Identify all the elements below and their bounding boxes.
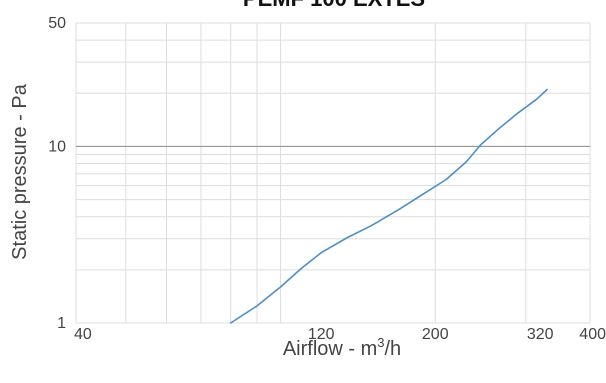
x-axis-label: Airflow - m3/h [283,335,401,360]
x-tick-labels: 40 120 200 320 400 [74,326,606,343]
x-tick-label: 40 [74,326,92,343]
y-tick-labels: 1 10 50 [48,15,66,332]
x-axis-label-suffix: /h [385,338,402,360]
plot-area [229,88,548,324]
x-tick-label: 120 [308,326,335,343]
y-tick-label: 1 [57,315,66,332]
y-axis-label: Static pressure - Pa [9,83,31,260]
chart-title: PEMF 100 EXTES [243,0,425,11]
y-tick-label: 50 [48,15,66,32]
x-tick-label: 400 [579,326,606,343]
x-tick-label: 200 [422,326,449,343]
x-tick-label: 320 [527,326,554,343]
x-axis-label-main: Airflow - m [283,338,377,360]
x-axis-label-superscript: 3 [377,335,384,350]
y-tick-label: 10 [48,138,66,155]
series-line [229,88,548,324]
grid [75,22,591,324]
